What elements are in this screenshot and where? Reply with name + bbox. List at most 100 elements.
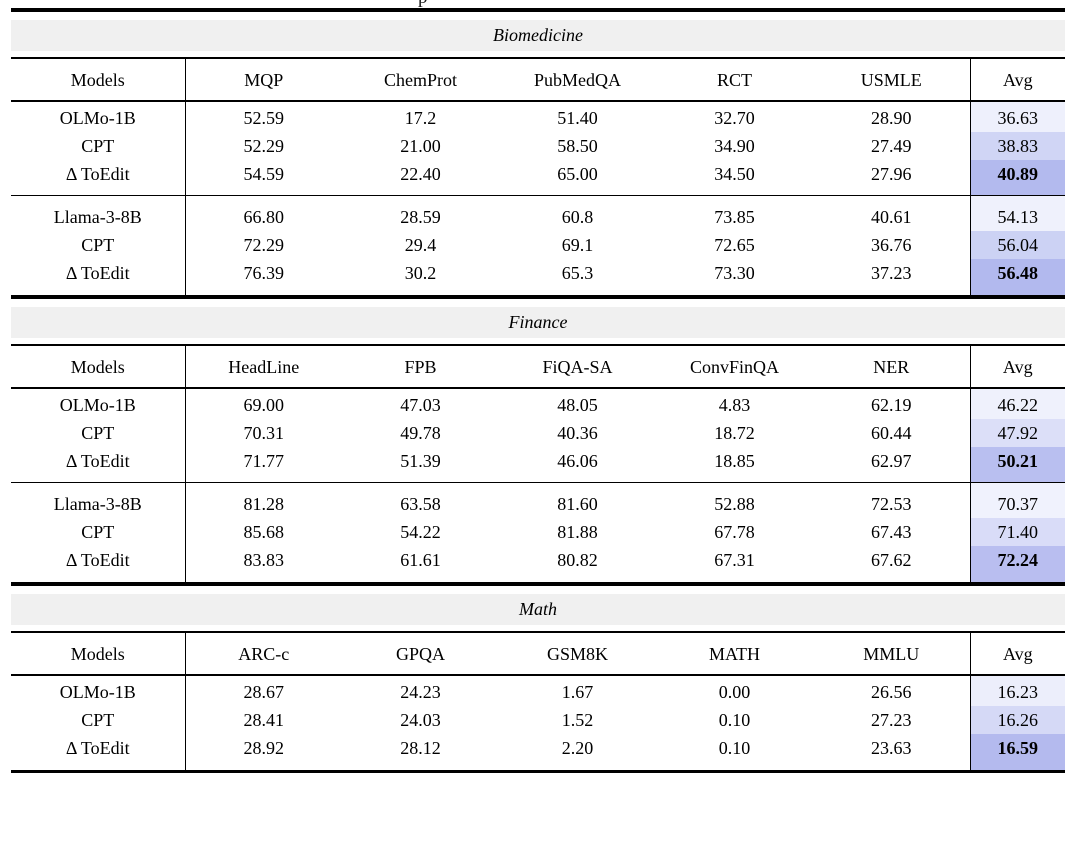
score-cell: 80.82 (557, 550, 598, 570)
score-cell: 4.83 (718, 395, 751, 415)
score-cell: 52.29 (184, 132, 342, 160)
column-header: HeadLine (184, 345, 342, 389)
score-cell: 40.61 (871, 207, 912, 227)
column-header: Models (11, 632, 185, 676)
score-cell: 24.03 (400, 710, 441, 730)
score-cell: 66.80 (184, 195, 342, 231)
score-cell: 51.40 (557, 108, 598, 128)
column-header: USMLE (813, 58, 970, 102)
avg-cell: 46.22 (969, 388, 1066, 419)
score-cell: 36.76 (871, 235, 912, 255)
avg-cell: 50.21 (969, 447, 1066, 482)
score-cell: 29.4 (404, 235, 437, 255)
score-cell: 1.67 (561, 682, 594, 702)
score-cell: 70.31 (184, 419, 342, 447)
score-cell: 48.05 (557, 395, 598, 415)
score-cell: 27.49 (871, 136, 912, 156)
table-row: Llama-3-8B 66.80 28.59 60.8 73.85 40.61 … (11, 195, 1066, 231)
avg-cell: 72.24 (969, 546, 1066, 582)
score-cell: 28.41 (184, 706, 342, 734)
score-cell: 26.56 (871, 682, 912, 702)
score-cell: 72.65 (714, 235, 755, 255)
section-banner-row: Finance (11, 295, 1066, 346)
score-cell: 23.63 (813, 734, 970, 773)
column-header: ConvFinQA (656, 345, 813, 389)
column-header: MMLU (813, 632, 970, 676)
table-row: OLMo-1B 69.00 47.03 48.05 4.83 62.19 46.… (11, 388, 1066, 419)
column-header: Models (11, 345, 185, 389)
model-cell: Δ ToEdit (65, 263, 130, 283)
avg-cell: 16.26 (969, 706, 1066, 734)
model-cell: CPT (81, 235, 115, 255)
score-cell: 28.59 (400, 207, 441, 227)
table-row: Δ ToEdit 28.92 28.12 2.20 0.10 23.63 16.… (11, 734, 1066, 773)
avg-cell: 16.23 (969, 675, 1066, 706)
column-header: ChemProt (342, 58, 499, 102)
score-cell: 72.29 (184, 231, 342, 259)
score-cell: 49.78 (400, 423, 441, 443)
column-header: MATH (656, 632, 813, 676)
column-header: Avg (969, 345, 1066, 389)
table-row: OLMo-1B 52.59 17.2 51.40 32.70 28.90 36.… (11, 101, 1066, 132)
section-title: Biomedicine (11, 20, 1066, 51)
avg-cell: 70.37 (969, 482, 1066, 518)
model-cell: Llama-3-8B (53, 494, 142, 514)
score-cell: 0.10 (656, 734, 813, 773)
column-header: NER (813, 345, 970, 389)
score-cell: 85.68 (184, 518, 342, 546)
model-cell: CPT (81, 136, 115, 156)
score-cell: 62.19 (871, 395, 912, 415)
model-cell: Δ ToEdit (65, 164, 130, 184)
score-cell: 67.62 (871, 550, 912, 570)
column-header: PubMedQA (499, 58, 656, 102)
section-banner-row: Math (11, 582, 1066, 633)
score-cell: 61.61 (400, 550, 441, 570)
model-cell: OLMo-1B (59, 108, 136, 128)
score-cell: 81.88 (557, 522, 598, 542)
score-cell: 60.8 (561, 207, 594, 227)
score-cell: 73.85 (714, 207, 755, 227)
score-cell: 73.30 (714, 263, 755, 283)
score-cell: 47.03 (400, 395, 441, 415)
score-cell: 76.39 (184, 259, 342, 295)
table-row: CPT 52.29 21.00 58.50 34.90 27.49 38.83 (11, 132, 1066, 160)
score-cell: 69.1 (561, 235, 594, 255)
table-row: Δ ToEdit 83.83 61.61 80.82 67.31 67.62 7… (11, 546, 1066, 582)
score-cell: 54.59 (184, 160, 342, 195)
avg-cell: 36.63 (969, 101, 1066, 132)
mid-rule (11, 195, 1066, 196)
score-cell: 52.88 (714, 494, 755, 514)
score-cell: 18.85 (714, 451, 755, 471)
clipped-caption-text: p (418, 0, 458, 7)
score-cell: 27.23 (871, 710, 912, 730)
score-cell: 67.31 (714, 550, 755, 570)
score-cell: 24.23 (400, 682, 441, 702)
column-header: GPQA (342, 632, 499, 676)
section-banner-row: Biomedicine (11, 8, 1066, 59)
score-cell: 71.77 (184, 447, 342, 482)
header-row: Models ARC-c GPQA GSM8K MATH MMLU Avg (11, 632, 1066, 676)
score-cell: 54.22 (400, 522, 441, 542)
model-cell: OLMo-1B (59, 682, 136, 702)
model-cell: CPT (81, 522, 115, 542)
score-cell: 28.92 (184, 734, 342, 773)
column-header: RCT (656, 58, 813, 102)
score-cell: 1.52 (561, 710, 594, 730)
table-row: CPT 72.29 29.4 69.1 72.65 36.76 56.04 (11, 231, 1066, 259)
table-row: OLMo-1B 28.67 24.23 1.67 0.00 26.56 16.2… (11, 675, 1066, 706)
model-cell: Δ ToEdit (65, 451, 130, 471)
avg-cell: 38.83 (969, 132, 1066, 160)
score-cell: 81.60 (557, 494, 598, 514)
score-cell: 34.90 (714, 136, 755, 156)
score-cell: 65.3 (561, 263, 594, 283)
score-cell: 72.53 (871, 494, 912, 514)
section-title: Finance (11, 307, 1066, 338)
column-header: Avg (969, 58, 1066, 102)
section-title: Math (11, 594, 1066, 625)
table-row: Llama-3-8B 81.28 63.58 81.60 52.88 72.53… (11, 482, 1066, 518)
column-header: Avg (969, 632, 1066, 676)
avg-cell: 54.13 (969, 195, 1066, 231)
table-row: Δ ToEdit 76.39 30.2 65.3 73.30 37.23 56.… (11, 259, 1066, 295)
score-cell: 0.00 (718, 682, 751, 702)
avg-cell: 40.89 (969, 160, 1066, 195)
